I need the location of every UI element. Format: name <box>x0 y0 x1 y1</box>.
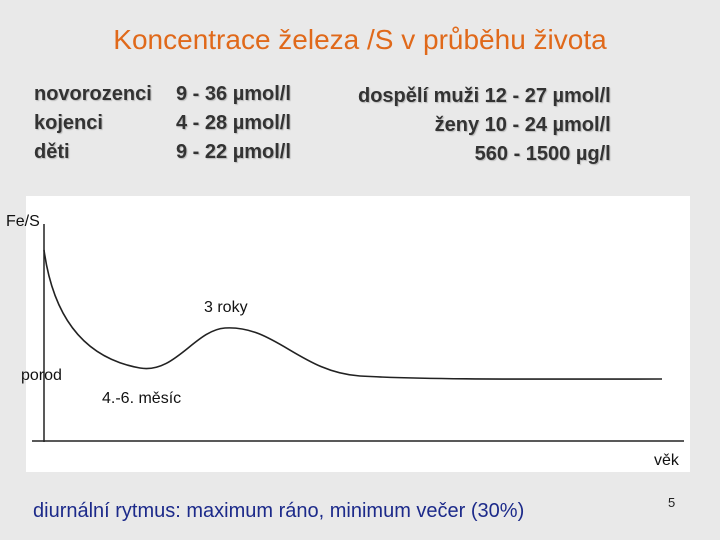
norm-label: novorozenci <box>34 83 152 105</box>
footer-note: diurnální rytmus: maximum ráno, minimum … <box>33 500 525 522</box>
norm-row-children: děti 9 - 22 µmol/l <box>34 138 291 167</box>
slide-title: Koncentrace železa /S v průběhu života <box>113 24 607 55</box>
norm-value: 9 - 22 µmol/l <box>176 141 291 163</box>
norm-label: kojenci <box>34 112 103 134</box>
peak-annotation: 3 roky <box>204 299 248 316</box>
x-axis-label: věk <box>654 452 679 469</box>
birth-annotation: porod <box>21 367 62 384</box>
norm-value: 4 - 28 µmol/l <box>176 112 291 134</box>
norm-row-men: dospělí muži 12 - 27 µmol/l <box>358 85 611 107</box>
norm-row-infants: kojenci 4 - 28 µmol/l <box>34 109 291 138</box>
graph-area <box>26 196 690 472</box>
norms-adults: dospělí muži 12 - 27 µmol/l ženy 10 - 24… <box>358 82 611 169</box>
iron-curve <box>43 249 663 380</box>
norm-value: 9 - 36 µmol/l <box>176 83 291 105</box>
page-number: 5 <box>668 495 676 510</box>
minimum-annotation: 4.-6. měsíc <box>102 390 182 407</box>
norms-children: novorozenci 9 - 36 µmol/l kojenci 4 - 28 µ… <box>34 80 291 167</box>
norm-row-ferritin: 560 - 1500 µg/l <box>474 143 611 165</box>
norm-row-newborns: novorozenci 9 - 36 µmol/l <box>34 80 291 109</box>
norm-row-women: ženy 10 - 24 µmol/l <box>434 114 611 136</box>
y-axis-label: Fe/S <box>6 213 40 230</box>
norm-label: děti <box>34 141 70 163</box>
